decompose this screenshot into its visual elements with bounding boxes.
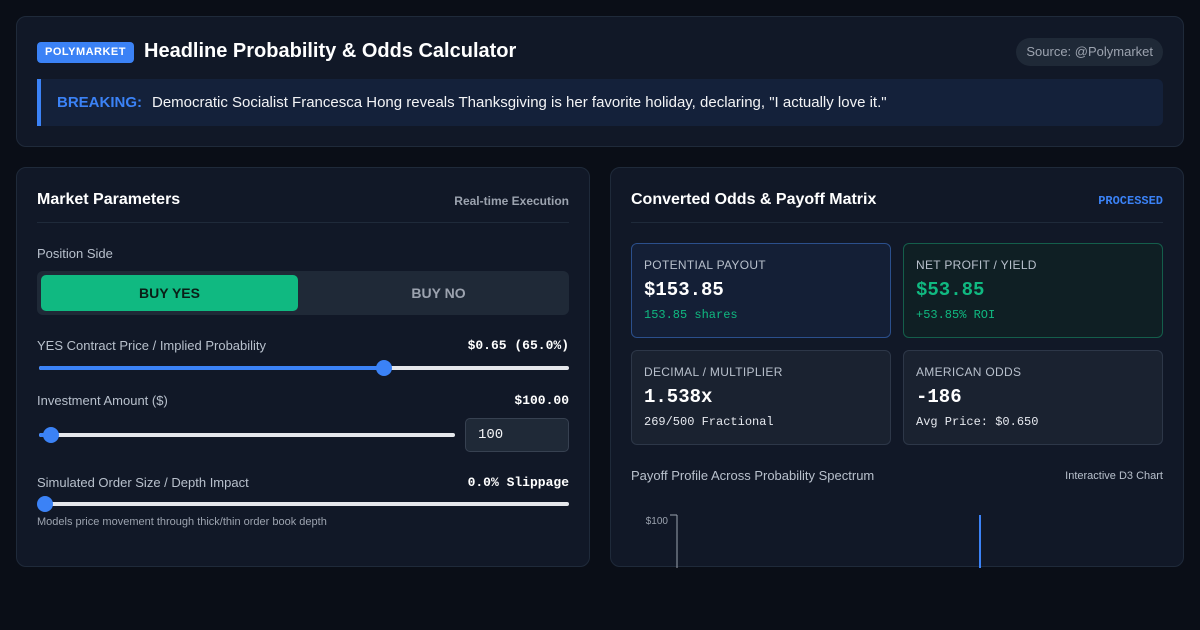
metric-label: NET PROFIT / YIELD bbox=[916, 258, 1037, 272]
page-title: Headline Probability & Odds Calculator bbox=[144, 40, 517, 62]
brand-badge: POLYMARKET bbox=[37, 42, 134, 63]
order-depth-hint: Models price movement through thick/thin… bbox=[37, 516, 327, 528]
header-card: POLYMARKET Headline Probability & Odds C… bbox=[16, 16, 1184, 147]
price-slider-thumb[interactable] bbox=[375, 360, 392, 376]
buy-no-button[interactable]: BUY NO bbox=[411, 285, 466, 301]
net-profit-card: NET PROFIT / YIELD $53.85 +53.85% ROI bbox=[903, 243, 1163, 338]
divider bbox=[631, 222, 1163, 223]
buy-yes-button[interactable]: BUY YES bbox=[41, 275, 298, 311]
order-size-slider[interactable] bbox=[37, 496, 569, 512]
profit-value: $53.85 bbox=[916, 279, 985, 301]
american-odds-card: AMERICAN ODDS -186 Avg Price: $0.650 bbox=[903, 350, 1163, 445]
breaking-label: BREAKING: bbox=[57, 94, 142, 111]
source-pill[interactable]: Source: @Polymarket bbox=[1016, 38, 1163, 66]
avg-price: Avg Price: $0.650 bbox=[916, 415, 1039, 429]
panel-tag: Real-time Execution bbox=[454, 194, 569, 208]
payout-shares: 153.85 shares bbox=[644, 308, 738, 322]
price-slider[interactable] bbox=[39, 360, 569, 376]
price-label: YES Contract Price / Implied Probability bbox=[37, 338, 267, 353]
order-size-label: Simulated Order Size / Depth Impact bbox=[37, 475, 249, 490]
y-tick-label: $100 bbox=[646, 516, 669, 527]
payoff-chart[interactable]: $100 bbox=[631, 508, 1165, 568]
panel-title: Market Parameters bbox=[37, 191, 181, 208]
investment-value: $100.00 bbox=[514, 393, 569, 408]
order-slider-thumb[interactable] bbox=[37, 496, 53, 512]
decimal-multiplier-card: DECIMAL / MULTIPLIER 1.538x 269/500 Frac… bbox=[631, 350, 891, 445]
profit-roi: +53.85% ROI bbox=[916, 308, 996, 322]
american-value: -186 bbox=[916, 386, 962, 408]
investment-label: Investment Amount ($) bbox=[37, 393, 168, 408]
metric-label: POTENTIAL PAYOUT bbox=[644, 258, 766, 272]
odds-payoff-panel: Converted Odds & Payoff Matrix PROCESSED… bbox=[610, 167, 1184, 568]
investment-slider[interactable] bbox=[39, 427, 455, 443]
divider bbox=[37, 222, 569, 223]
investment-input[interactable]: 100 bbox=[465, 418, 569, 452]
decimal-value: 1.538x bbox=[644, 386, 713, 408]
slippage-value: 0.0% Slippage bbox=[467, 475, 569, 490]
status-badge: PROCESSED bbox=[1098, 194, 1163, 208]
position-side-label: Position Side bbox=[37, 246, 113, 261]
chart-caption: Payoff Profile Across Probability Spectr… bbox=[631, 468, 875, 483]
investment-slider-thumb[interactable] bbox=[43, 427, 60, 443]
price-value: $0.65 (65.0%) bbox=[467, 338, 569, 353]
market-parameters-panel: Market Parameters Real-time Execution Po… bbox=[16, 167, 590, 567]
metric-label: DECIMAL / MULTIPLIER bbox=[644, 365, 783, 379]
potential-payout-card: POTENTIAL PAYOUT $153.85 153.85 shares bbox=[631, 243, 891, 338]
price-slider-fill bbox=[39, 366, 384, 370]
position-side-toggle: BUY YES BUY NO bbox=[37, 271, 569, 315]
chart-tag: Interactive D3 Chart bbox=[1065, 470, 1163, 482]
fractional-odds: 269/500 Fractional bbox=[644, 415, 774, 429]
metric-label: AMERICAN ODDS bbox=[916, 365, 1022, 379]
panel-title: Converted Odds & Payoff Matrix bbox=[631, 191, 877, 208]
breaking-news-bar: BREAKING: Democratic Socialist Francesca… bbox=[37, 79, 1163, 126]
breaking-headline: Democratic Socialist Francesca Hong reve… bbox=[152, 94, 887, 111]
payoff-chart-svg[interactable]: $100 bbox=[631, 508, 1165, 568]
payout-value: $153.85 bbox=[644, 279, 724, 301]
